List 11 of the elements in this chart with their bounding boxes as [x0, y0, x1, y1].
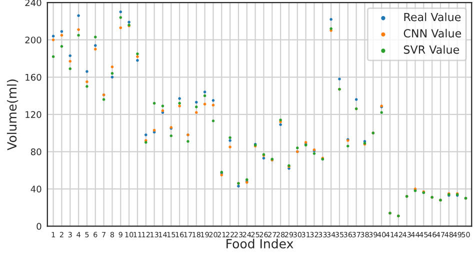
y-tick-label: 0 — [36, 222, 42, 230]
y-tick-label: 40 — [30, 186, 42, 192]
y-tick-label: 200 — [25, 36, 42, 44]
y-tick-label: 120 — [26, 111, 42, 118]
legend-label: CNN Value — [404, 28, 462, 38]
legend-label: Real Value — [404, 12, 461, 22]
legend-label: SVR Value — [404, 45, 460, 54]
y-axis-title: Volume(ml) — [6, 80, 18, 150]
y-tick-label: 80 — [30, 148, 42, 156]
x-axis-title: Food Index — [226, 238, 294, 248]
y-tick-label: 160 — [26, 74, 42, 81]
